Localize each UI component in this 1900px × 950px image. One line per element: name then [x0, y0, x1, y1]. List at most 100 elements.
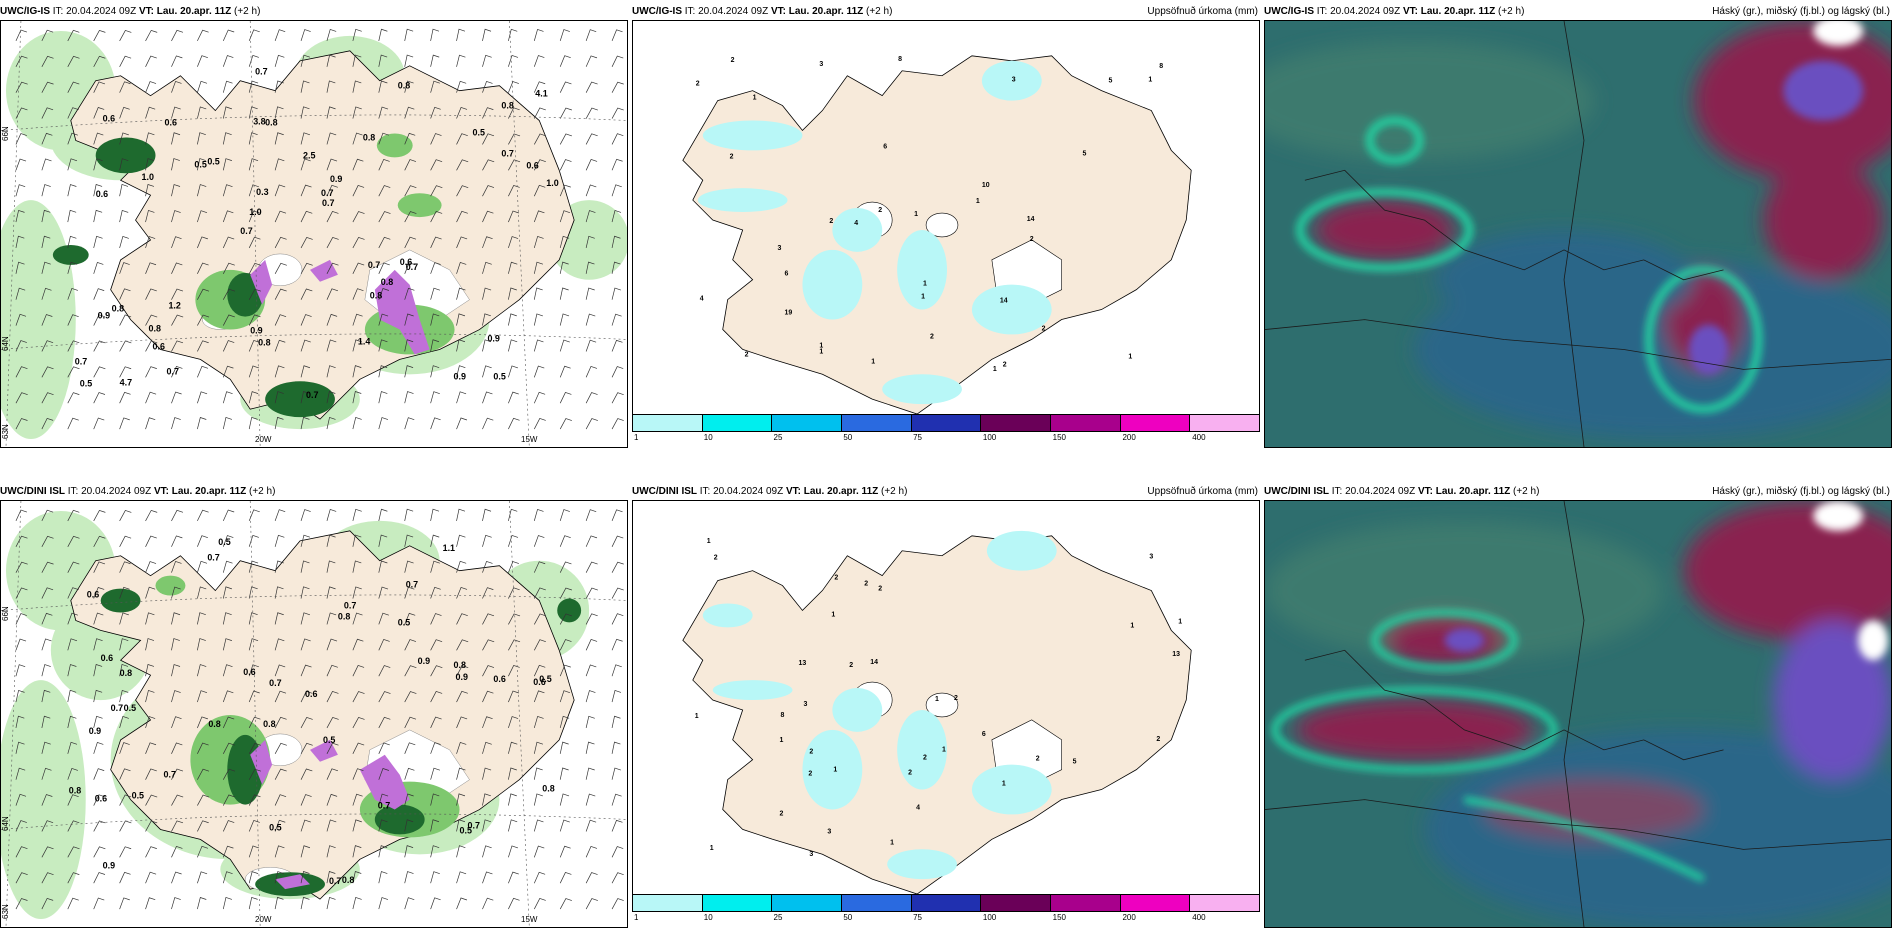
wind-barb [171, 509, 184, 522]
wind-barb [326, 132, 337, 145]
wind-barb [559, 210, 571, 223]
wind-barb [352, 391, 362, 404]
graticule [1, 501, 627, 927]
wind-barb [15, 767, 26, 780]
wind-barb [67, 587, 79, 599]
precip-value: 1 [871, 358, 875, 365]
wind-barb [15, 107, 28, 119]
lat-label-63: 63N [1, 904, 10, 919]
wind-barb [67, 314, 79, 326]
cloud-map[interactable] [1264, 500, 1892, 928]
precip-value: 6 [883, 143, 887, 150]
wind-barb [145, 417, 156, 430]
precip-value: 5 [1073, 759, 1077, 766]
wind-barb [300, 560, 310, 573]
wind-barb [378, 638, 390, 651]
wind-barb [508, 613, 521, 625]
wind-barb [378, 288, 390, 300]
wind-barb [41, 767, 52, 780]
wind-barb [248, 819, 260, 832]
wind-barb [119, 158, 129, 171]
wind-barb [119, 366, 132, 378]
colorbar-label: 10 [703, 433, 713, 442]
wind-barb [171, 794, 184, 806]
wind-barb [456, 417, 468, 430]
wind-barb [119, 664, 129, 677]
wind-map[interactable]: 0.5 0.7 0.6 0.8 0.5 0.5 0.6 0.5 0.9 0.8 0.6 0.9 0.7 0… [0, 500, 628, 928]
wind-barb [248, 365, 260, 378]
precip-value: 0.8 [112, 304, 124, 314]
wind-barb [456, 690, 468, 703]
wind-barb [559, 898, 572, 910]
wind-barb [41, 235, 51, 249]
wind-barb [430, 262, 441, 274]
wind-barb [404, 819, 414, 832]
wind-barb [404, 871, 414, 884]
wind-barb [533, 313, 543, 326]
wind-barb [300, 416, 310, 430]
wind-barb [67, 820, 80, 832]
wind-barb [404, 28, 414, 41]
wind-barb [326, 339, 337, 352]
colorbar-labels: 1 10 25 50 75 100 150 200 400 [632, 913, 1260, 923]
wind-barb [300, 612, 311, 625]
wind-barb [508, 185, 520, 197]
colorbar-label: 1 [634, 913, 639, 922]
wind-barb [559, 639, 572, 651]
wind-map-svg: 0.50.60.80.70.84.73.82.50.80.50.70.60.80… [1, 21, 627, 447]
wind-barb [508, 159, 521, 171]
wind-barb [300, 314, 312, 326]
wind-barb [67, 55, 80, 67]
precip-map[interactable]: 1 1 1 2 3 1 2 1 8 6 5 2 2 1 3 1 2 1 4 2 14 8 10 2 5 3 4 6 2 2 1 2 1 1 19 14 [632, 20, 1260, 420]
wind-barb [482, 313, 491, 326]
wind-barb [611, 561, 624, 573]
wind-barb [41, 392, 54, 404]
precip-value: 0.5 [323, 735, 335, 745]
wind-barb [274, 288, 287, 300]
wind-barb [430, 793, 440, 806]
colorbar: 1 10 25 50 75 100 150 200 400 [632, 414, 1260, 442]
wind-barb [508, 261, 518, 274]
wind-barb [456, 185, 469, 197]
wind-barb [171, 742, 183, 754]
wind-barb [378, 236, 391, 249]
wind-barb [274, 29, 286, 42]
wind-barb [611, 418, 624, 430]
lon-label-15: 15W [521, 915, 538, 924]
wind-barb [15, 418, 28, 430]
wind-barb [611, 261, 621, 274]
precip-value: 0.8 [363, 132, 375, 142]
colorbar-swatches [632, 414, 1260, 432]
wind-barb [430, 133, 442, 145]
wind-barb [378, 158, 390, 171]
precip-value: 2 [834, 575, 838, 582]
wind-barb [352, 132, 363, 145]
wind-barb [378, 54, 388, 67]
wind-barb [222, 314, 235, 326]
precip-value: 0.6 [101, 653, 113, 663]
cloud-map[interactable] [1264, 20, 1892, 448]
precip-map[interactable]: 2 1 1 3 1 1 2 1 1 2 2 2 3 1 2 2 2 2 1 14 13 4 3 3 8 1 2 5 1 2 6 2 1 2 1 13 [632, 500, 1260, 900]
wind-barb [482, 54, 492, 67]
wind-barb [67, 612, 78, 625]
wind-map[interactable]: 0.5 0.6 0.8 0.7 0.8 4.7 3.8 2.5 0.8 0.5 0.7 0.6 0.8 0… [0, 20, 628, 448]
precip-value: 0.6 [95, 794, 107, 804]
colorbar-label: 400 [1192, 913, 1206, 922]
wind-barb [171, 820, 184, 832]
wind-barbs [15, 508, 624, 910]
wind-barb [119, 846, 132, 858]
wind-barb [145, 561, 157, 573]
wind-barb [67, 392, 80, 404]
wind-barb [352, 871, 362, 884]
wind-barb [430, 185, 443, 197]
wind-barb [93, 664, 103, 677]
wind-barb [300, 509, 311, 522]
wind-barb [300, 794, 312, 806]
wind-barb [326, 896, 336, 910]
precip-value: 8 [1159, 63, 1163, 70]
wind-barb [248, 716, 261, 729]
wind-barb [585, 235, 595, 249]
colorbar-swatch [1190, 895, 1260, 911]
precip-value: 14 [1027, 216, 1035, 223]
precip-value: 0.8 [258, 337, 270, 347]
